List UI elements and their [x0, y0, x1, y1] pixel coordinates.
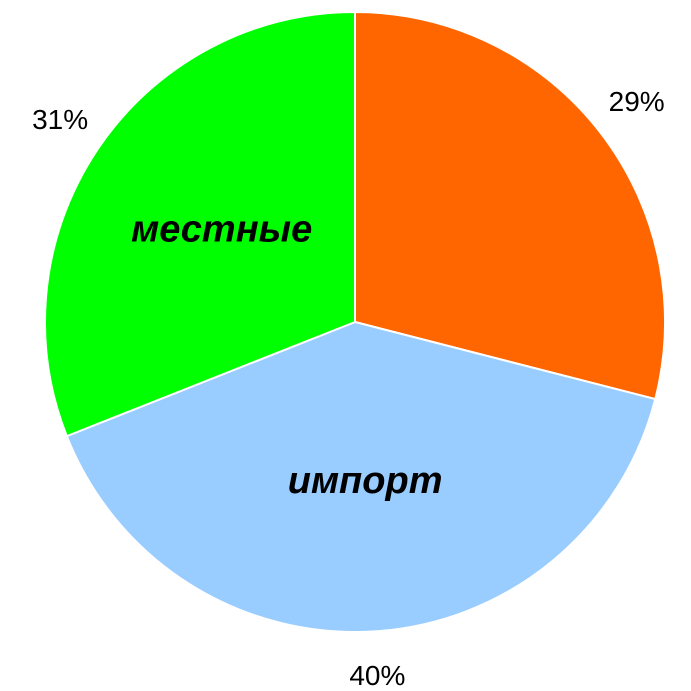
- percent-label: 40%: [349, 660, 405, 691]
- pie-slice: [65, 320, 657, 633]
- pie-slice: [44, 10, 356, 438]
- percent-label: 29%: [609, 86, 665, 117]
- slice-label: местные: [131, 208, 312, 250]
- percent-label: 31%: [32, 104, 88, 135]
- slice-label: импорт: [288, 460, 443, 502]
- pie-slice: [354, 10, 666, 401]
